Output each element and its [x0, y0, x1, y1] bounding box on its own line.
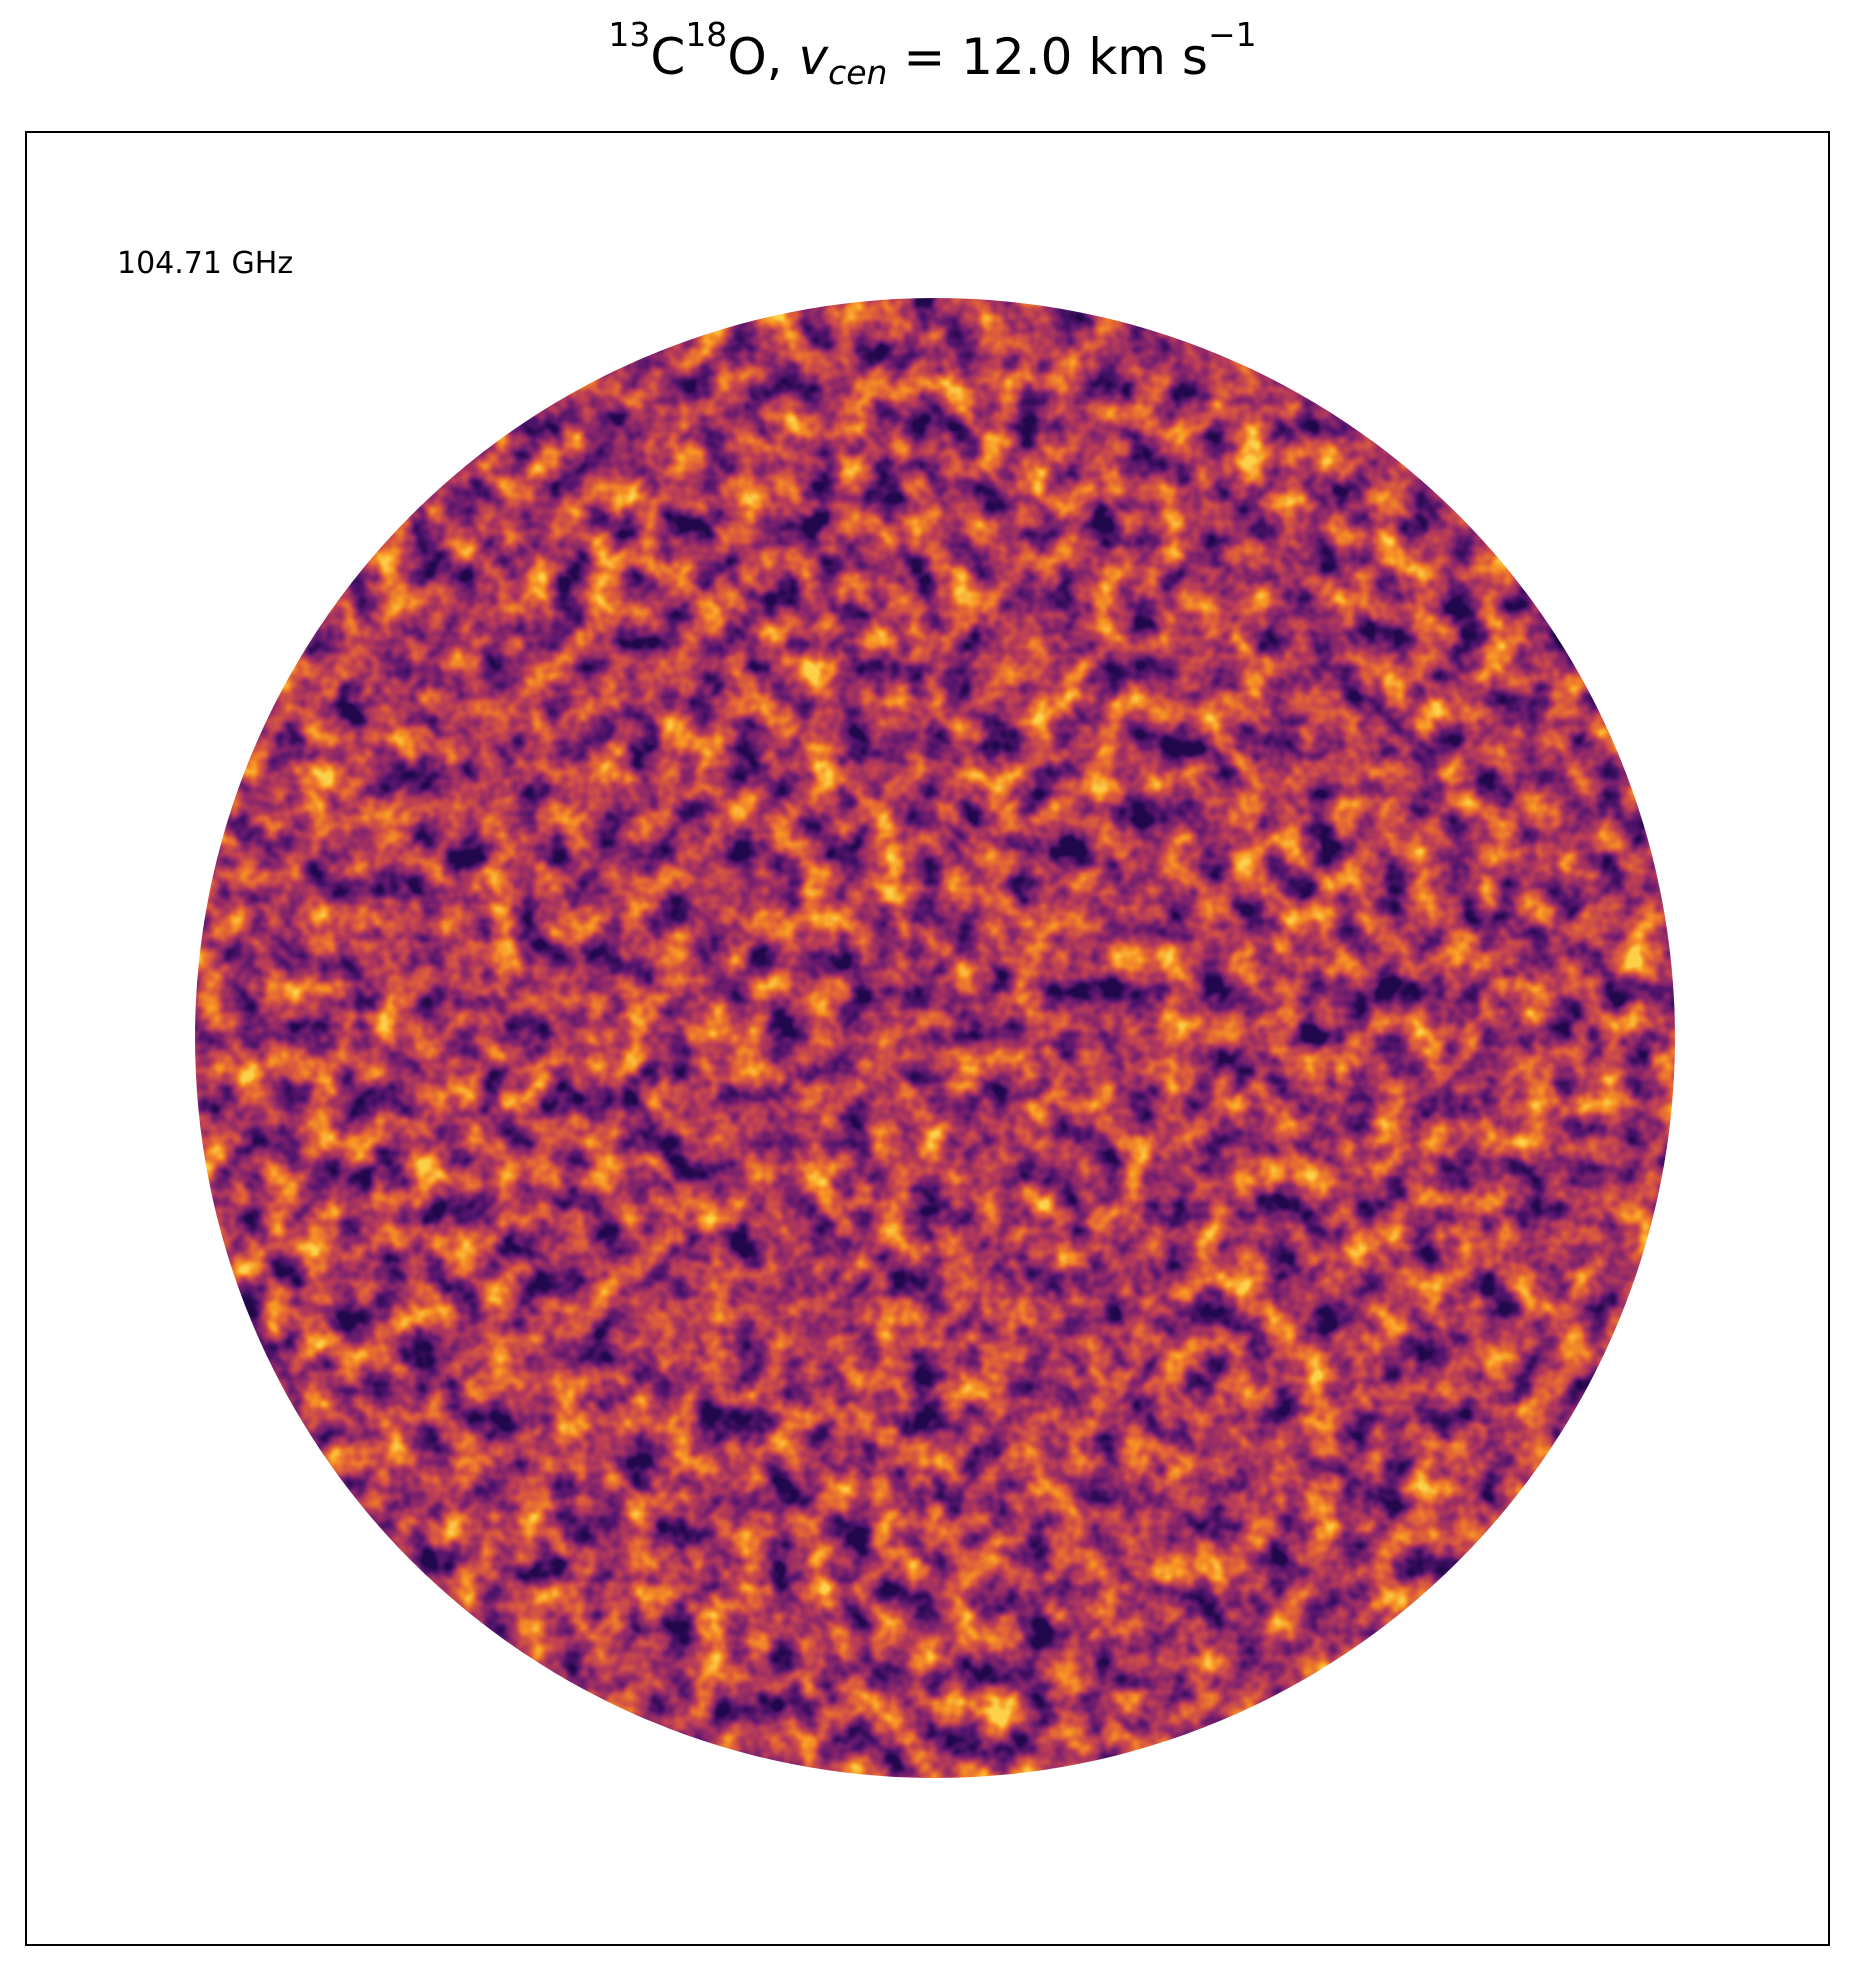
title-isotope-18: 18 — [685, 14, 728, 54]
title-carbon: C — [650, 28, 686, 86]
intensity-map — [195, 298, 1675, 1778]
plot-title: 13C18O, vcen = 12.0 km s−1 — [0, 18, 1865, 92]
title-subscript: cen — [828, 52, 888, 92]
title-isotope-13: 13 — [608, 14, 651, 54]
emission-noise-field — [195, 298, 1675, 1778]
frequency-label: 104.71 GHz — [117, 246, 294, 281]
title-velocity: = 12.0 km s — [887, 28, 1208, 86]
title-oxygen: O, — [727, 28, 799, 86]
title-v: v — [798, 28, 829, 86]
title-exponent: −1 — [1207, 14, 1257, 54]
